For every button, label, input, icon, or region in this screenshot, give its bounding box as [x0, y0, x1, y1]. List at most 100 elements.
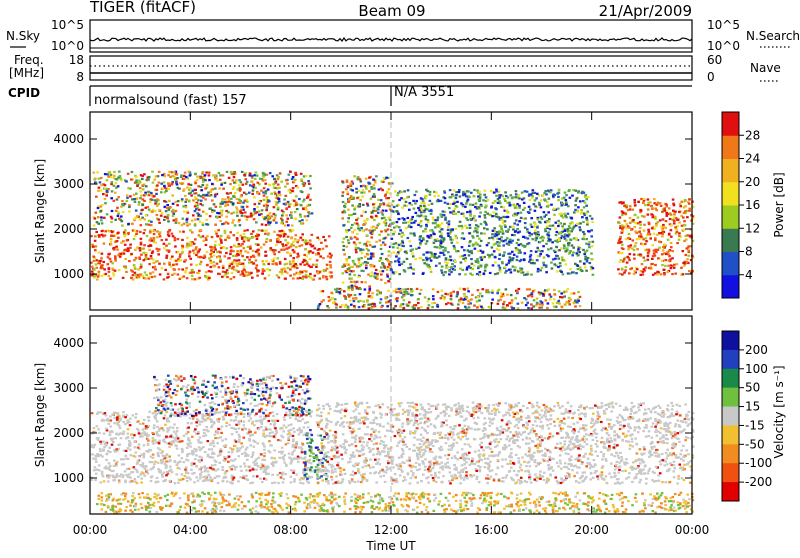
- data-cell: [230, 468, 233, 470]
- data-cell: [191, 436, 194, 438]
- data-cell: [277, 194, 280, 196]
- data-cell: [252, 451, 255, 453]
- data-cell: [149, 272, 152, 274]
- data-cell: [232, 195, 235, 197]
- data-cell: [553, 208, 556, 210]
- data-cell: [419, 235, 422, 237]
- data-cell: [374, 272, 377, 274]
- data-cell: [273, 187, 276, 189]
- data-cell: [142, 423, 145, 425]
- data-cell: [268, 223, 271, 225]
- data-cell: [664, 243, 667, 245]
- data-cell: [188, 255, 191, 257]
- data-cell: [221, 469, 224, 471]
- data-cell: [113, 274, 116, 276]
- data-cell: [479, 245, 482, 247]
- data-cell: [281, 273, 284, 275]
- data-cell: [199, 256, 202, 258]
- data-cell: [490, 206, 493, 208]
- data-cell: [459, 221, 462, 223]
- data-cell: [517, 307, 520, 309]
- data-cell: [98, 187, 101, 189]
- data-cell: [332, 302, 335, 304]
- data-cell: [361, 252, 364, 254]
- data-cell: [487, 199, 490, 201]
- data-cell: [407, 221, 410, 223]
- data-cell: [208, 179, 211, 181]
- data-cell: [526, 243, 529, 245]
- data-cell: [224, 239, 227, 241]
- data-cell: [491, 215, 494, 217]
- data-cell: [368, 307, 371, 309]
- data-cell: [270, 423, 273, 425]
- data-cell: [305, 270, 308, 272]
- data-cell: [661, 264, 664, 266]
- data-cell: [238, 179, 241, 181]
- data-cell: [392, 233, 395, 235]
- data-cell: [413, 304, 416, 306]
- data-cell: [100, 177, 103, 179]
- data-cell: [522, 236, 525, 238]
- data-cell: [622, 227, 625, 229]
- data-cell: [111, 262, 114, 264]
- data-cell: [329, 256, 332, 258]
- data-cell: [140, 264, 143, 266]
- data-cell: [451, 242, 454, 244]
- data-cell: [139, 187, 142, 189]
- data-cell: [284, 278, 287, 280]
- data-cell: [386, 191, 389, 193]
- data-cell: [342, 272, 345, 274]
- data-cell: [165, 257, 168, 259]
- data-cell: [362, 185, 365, 187]
- data-cell: [158, 263, 161, 265]
- data-cell: [294, 263, 297, 265]
- data-cell: [293, 200, 296, 202]
- data-cell: [350, 281, 353, 283]
- data-cell: [93, 178, 96, 180]
- data-cell: [110, 243, 113, 245]
- data-cell: [387, 255, 390, 257]
- data-cell: [135, 451, 138, 453]
- data-cell: [160, 452, 163, 454]
- data-cell: [181, 218, 184, 220]
- data-cell: [527, 211, 530, 213]
- data-cell: [186, 246, 189, 248]
- data-cell: [175, 260, 178, 262]
- data-cell: [518, 205, 521, 207]
- data-cell: [369, 288, 372, 290]
- data-cell: [398, 291, 401, 293]
- data-cell: [533, 262, 536, 264]
- data-cell: [116, 249, 119, 251]
- data-cell: [205, 237, 208, 239]
- data-cell: [218, 266, 221, 268]
- data-cell: [264, 233, 267, 235]
- data-cell: [278, 451, 281, 453]
- data-cell: [302, 418, 305, 420]
- data-cell: [651, 208, 654, 210]
- data-cell: [319, 271, 322, 273]
- data-cell: [209, 444, 212, 446]
- data-cell: [436, 257, 439, 259]
- data-cell: [287, 224, 290, 226]
- data-cell: [243, 236, 246, 238]
- data-cell: [326, 268, 329, 270]
- data-cell: [368, 229, 371, 231]
- data-cell: [297, 253, 300, 255]
- data-cell: [563, 197, 566, 199]
- data-cell: [430, 260, 433, 262]
- data-cell: [209, 467, 212, 469]
- data-cell: [387, 197, 390, 199]
- data-cell: [537, 270, 540, 272]
- data-cell: [557, 208, 560, 210]
- data-cell: [406, 258, 409, 260]
- data-cell: [370, 256, 373, 258]
- data-cell: [189, 251, 192, 253]
- data-cell: [625, 238, 628, 240]
- data-cell: [175, 181, 178, 183]
- data-cell: [397, 247, 400, 249]
- data-cell: [285, 202, 288, 204]
- data-cell: [261, 260, 264, 262]
- data-cell: [201, 172, 204, 174]
- data-cell: [523, 297, 526, 299]
- data-cell: [392, 210, 395, 212]
